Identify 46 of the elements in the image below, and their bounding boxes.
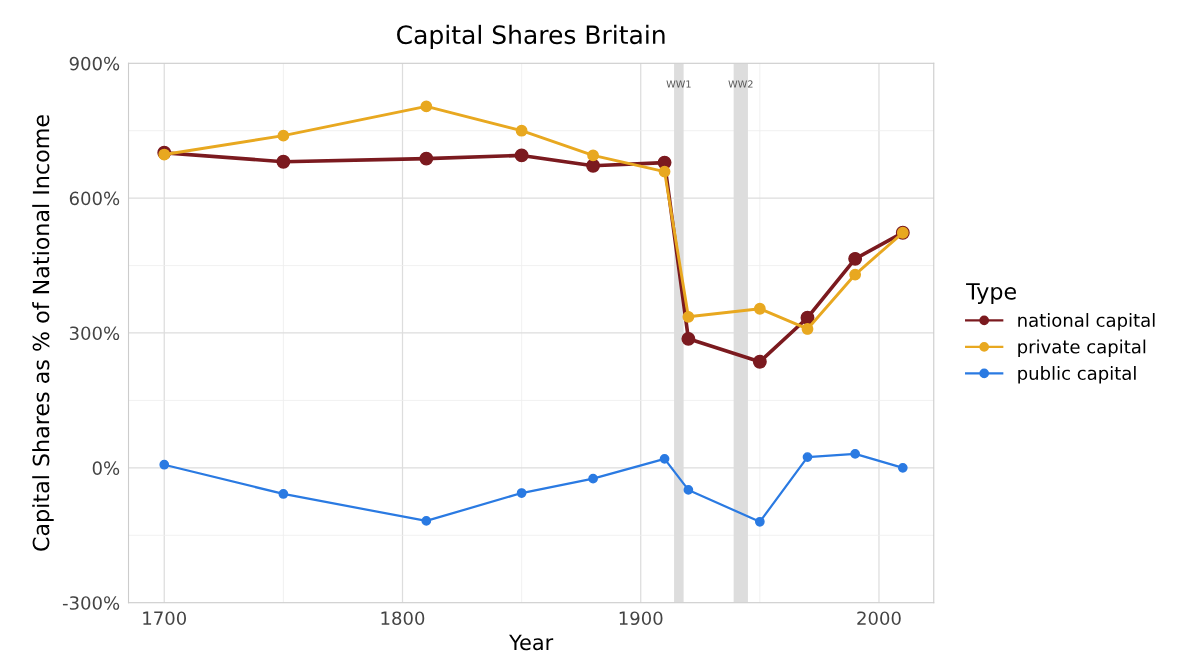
x-axis-title: Year [509, 634, 554, 651]
legend-title: Type [966, 283, 1016, 304]
point [681, 331, 696, 346]
y-tick-label: 0% [92, 461, 120, 475]
point [800, 310, 815, 325]
point [421, 516, 432, 526]
point [658, 165, 671, 178]
point [159, 459, 170, 470]
point [420, 100, 433, 113]
x-tick-label: 1800 [381, 611, 425, 626]
legend-label: private capital [1018, 339, 1146, 357]
chart-title: Capital Shares Britain [397, 24, 665, 50]
point [516, 488, 527, 498]
y-axis-title: Capital Shares as % of National Income [32, 115, 54, 551]
y-tick-label: 300% [69, 326, 120, 341]
point [754, 516, 765, 527]
band-label: WW2 [728, 80, 753, 88]
point [587, 149, 599, 162]
point [277, 129, 290, 142]
y-tick-label: 900% [69, 56, 120, 71]
point [849, 268, 862, 281]
x-tick-label: 1900 [619, 611, 663, 626]
band-label: WW1 [666, 80, 691, 88]
x-tick-label: 2000 [857, 611, 901, 626]
point [848, 251, 863, 266]
point [515, 124, 528, 137]
point [588, 473, 598, 484]
point [683, 485, 694, 495]
point [801, 323, 814, 335]
legend-label: public capital [1018, 366, 1136, 384]
point [802, 452, 813, 462]
x-tick-label: 1700 [143, 611, 187, 626]
y-tick-label: -300% [62, 596, 120, 610]
point [897, 463, 908, 473]
point [586, 158, 601, 173]
point [276, 154, 291, 169]
point [514, 148, 529, 163]
point [682, 310, 695, 323]
point [278, 489, 289, 499]
point [850, 449, 861, 459]
point [752, 354, 767, 369]
point [753, 302, 766, 315]
legend-label: national capital [1018, 313, 1155, 331]
point [659, 454, 670, 464]
point [419, 151, 434, 166]
y-tick-label: 600% [69, 191, 120, 206]
